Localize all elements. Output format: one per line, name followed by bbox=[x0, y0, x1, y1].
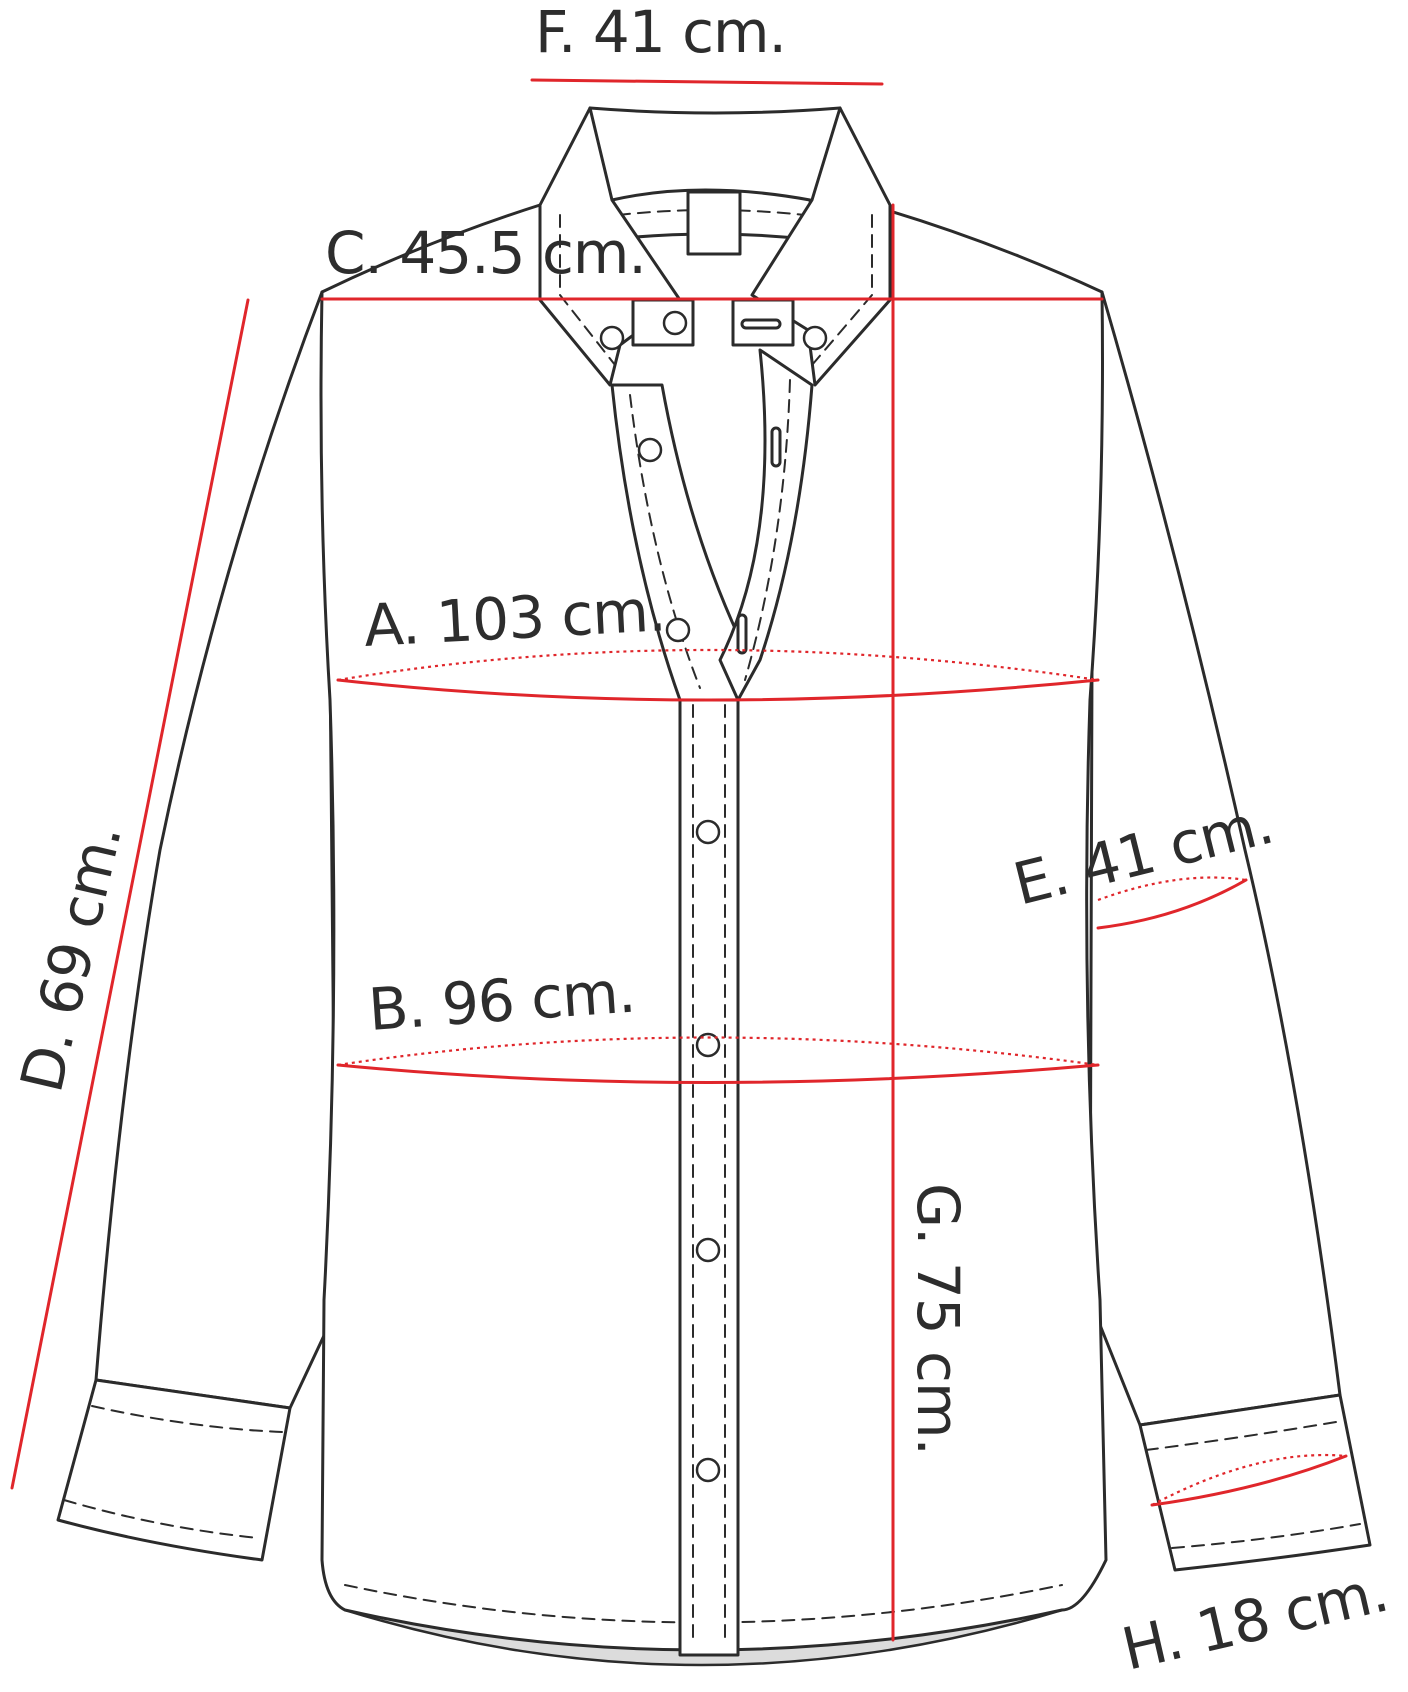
left-front-band-stitch bbox=[629, 394, 701, 689]
placket-button-6 bbox=[695, 1457, 721, 1483]
right-cuff-stitch-bottom bbox=[1171, 1523, 1361, 1549]
collar-right-stitch bbox=[811, 214, 873, 366]
buttonhole-3 bbox=[736, 613, 748, 655]
collar-left-stitch bbox=[559, 214, 616, 366]
collar-button-left-tab bbox=[662, 310, 688, 336]
right-front-band-stitch bbox=[744, 379, 791, 681]
measure-line-a bbox=[336, 678, 1100, 702]
left-cuff-stitch-bottom bbox=[63, 1499, 259, 1539]
label-f: F. 41 cm. bbox=[535, 0, 786, 66]
label-d: D. 69 cm. bbox=[7, 818, 134, 1098]
placket-button-2 bbox=[665, 617, 691, 643]
measure-line-e-back bbox=[1097, 876, 1247, 902]
label-g: G. 75 cm. bbox=[904, 1183, 972, 1455]
right-cuff-stitch-top bbox=[1145, 1421, 1337, 1451]
measure-line-h bbox=[1150, 1454, 1348, 1507]
placket-button-5 bbox=[695, 1237, 721, 1263]
label-c: C. 45.5 cm. bbox=[325, 219, 646, 287]
collar-top bbox=[588, 106, 842, 115]
collar-button-left bbox=[599, 325, 625, 351]
measurement-lines bbox=[10, 78, 1348, 1642]
measure-line-h-back bbox=[1151, 1453, 1347, 1506]
shirt-illustration bbox=[56, 106, 1372, 1667]
right-sleeve bbox=[1088, 290, 1342, 1427]
buttonhole-2 bbox=[770, 426, 782, 468]
placket-button-1 bbox=[637, 437, 663, 463]
collar-button-right bbox=[802, 325, 828, 351]
label-h: H. 18 cm. bbox=[1116, 1557, 1394, 1684]
left-cuff bbox=[56, 1378, 292, 1562]
placket-button-4 bbox=[695, 1032, 721, 1058]
measure-line-f bbox=[530, 78, 884, 86]
left-cuff-stitch-top bbox=[91, 1405, 283, 1433]
placket bbox=[678, 698, 740, 1657]
right-cuff bbox=[1138, 1393, 1372, 1572]
measure-line-d bbox=[10, 298, 250, 1490]
placket-button-3 bbox=[695, 819, 721, 845]
left-sleeve bbox=[94, 290, 338, 1410]
measure-line-e bbox=[1096, 878, 1248, 930]
label-a: A. 103 cm. bbox=[362, 576, 667, 660]
measure-line-b-back bbox=[337, 1036, 1099, 1067]
neck-label bbox=[686, 190, 742, 256]
measure-line-b bbox=[336, 1063, 1100, 1084]
measure-line-a-back bbox=[337, 648, 1099, 682]
buttonhole-1 bbox=[740, 318, 782, 330]
